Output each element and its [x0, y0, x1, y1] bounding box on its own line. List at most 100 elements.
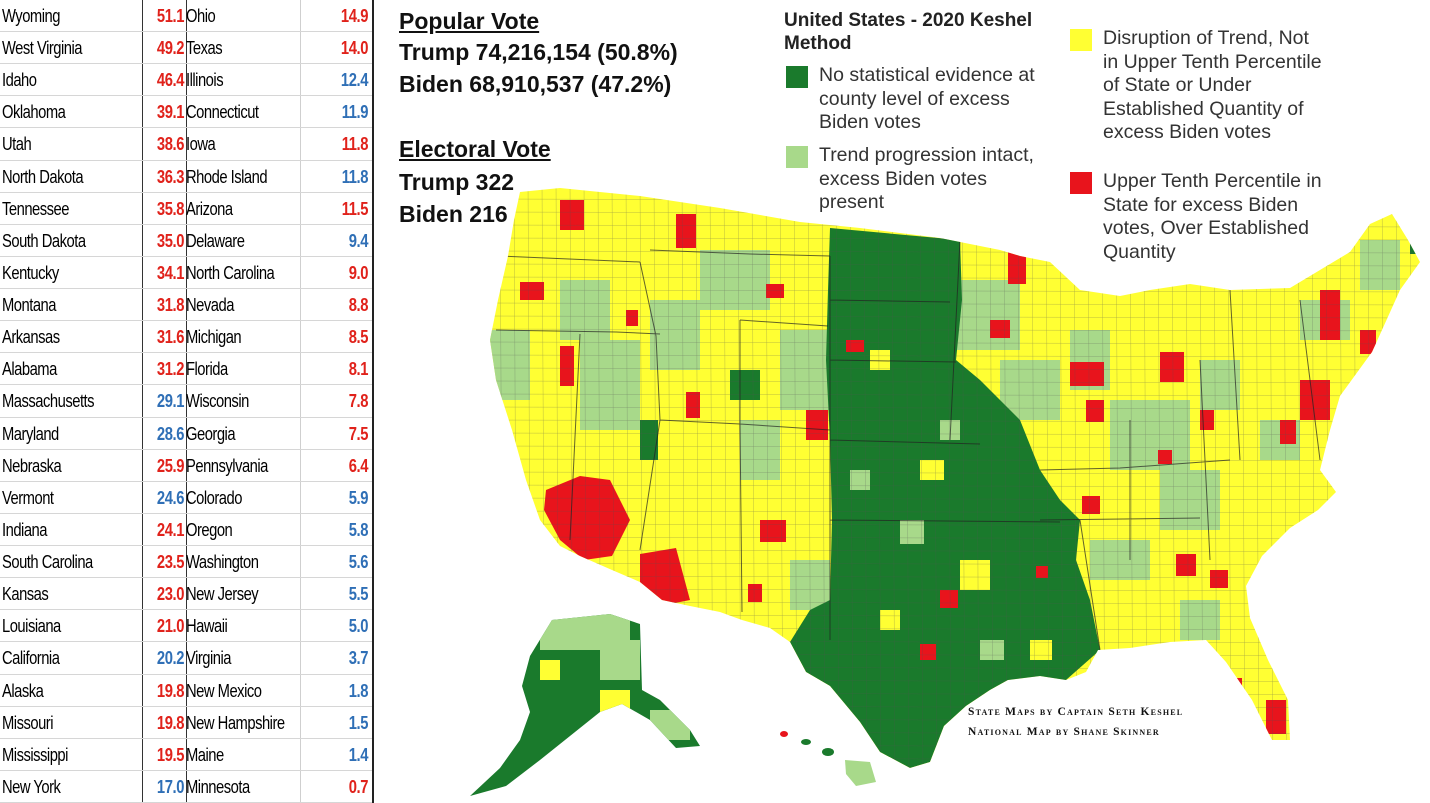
state-value: 5.6: [348, 552, 369, 573]
state-name: Utah: [2, 134, 32, 155]
state-value: 49.2: [156, 38, 185, 59]
state-name: Vermont: [2, 487, 54, 508]
legend-line: present: [819, 191, 885, 213]
state-name: Delaware: [186, 230, 245, 251]
electoral-vote-trump: Trump 322: [399, 169, 515, 195]
table-row: Indiana 24.1 Oregon 5.8: [0, 514, 372, 547]
state-name: Oregon: [186, 519, 233, 540]
state-name: Indiana: [2, 519, 47, 540]
state-value: 24.1: [156, 519, 185, 540]
table-row: Kansas 23.0 New Jersey 5.5: [0, 578, 372, 611]
state-name: Nebraska: [2, 455, 62, 476]
table-row: Kentucky 34.1 North Carolina 9.0: [0, 257, 372, 290]
state-value: 9.4: [348, 230, 369, 251]
table-row: New York 17.0 Minnesota 0.7: [0, 771, 372, 803]
state-name: Virginia: [186, 648, 232, 669]
popular-vote-biden: Biden 68,910,537 (47.2%): [399, 71, 672, 97]
state-name: Minnesota: [186, 776, 250, 797]
state-value: 19.5: [156, 744, 185, 765]
state-value: 19.8: [156, 680, 185, 701]
state-name: California: [2, 648, 60, 669]
legend-line: Established Quantity of: [1103, 97, 1304, 120]
state-name: Mississippi: [2, 744, 68, 765]
table-row: South Carolina 23.5 Washington 5.6: [0, 546, 372, 579]
state-value: 35.0: [156, 230, 185, 251]
state-value: 17.0: [156, 776, 185, 797]
state-name: Arkansas: [2, 327, 60, 348]
table-row: Mississippi 19.5 Maine 1.4: [0, 739, 372, 771]
table-row: North Dakota 36.3 Rhode Island 11.8: [0, 161, 372, 193]
legend-swatch-yellow: [1070, 29, 1092, 51]
state-name: Rhode Island: [186, 166, 268, 187]
state-value: 6.4: [348, 455, 369, 476]
state-name: South Carolina: [2, 552, 93, 573]
state-value: 8.5: [348, 327, 369, 348]
state-value: 35.8: [156, 198, 185, 219]
legend-line: excess Biden votes: [1103, 121, 1272, 143]
state-value: 51.1: [156, 6, 185, 26]
table-row: Arkansas 31.6 Michigan 8.5: [0, 321, 372, 354]
state-percentage-table: Wyoming 51.1 Ohio 14.9 West Virginia 49.2 Texa…: [0, 0, 374, 803]
state-value: 5.0: [348, 616, 369, 637]
table-row: Wyoming 51.1 Ohio 14.9: [0, 0, 372, 33]
state-value: 8.8: [348, 295, 369, 316]
legend-line: Upper Tenth Percentile in: [1103, 170, 1322, 192]
state-value: 7.5: [348, 423, 369, 444]
state-name: Georgia: [186, 423, 236, 444]
state-name: Pennsylvania: [186, 455, 268, 476]
table-row: Maryland 28.6 Georgia 7.5: [0, 418, 372, 450]
table-row: Massachusetts 29.1 Wisconsin 7.8: [0, 385, 372, 418]
popular-vote-trump: Trump 74,216,154 (50.8%): [399, 39, 678, 65]
state-name: Iowa: [186, 134, 216, 155]
state-name: New Jersey: [186, 584, 259, 605]
state-name: North Dakota: [2, 166, 84, 187]
legend-item-trend-intact: Trend progression intact, excess Biden vo…: [819, 144, 1034, 215]
state-name: Oklahoma: [2, 102, 66, 123]
state-value: 11.8: [341, 134, 369, 155]
table-row: California 20.2 Virginia 3.7: [0, 642, 372, 675]
state-name: Massachusetts: [2, 391, 95, 412]
state-name: Maryland: [2, 423, 59, 444]
state-value: 38.6: [156, 134, 185, 155]
state-name: Michigan: [186, 327, 242, 348]
state-value: 8.1: [348, 359, 369, 380]
state-name: Alabama: [2, 359, 57, 380]
legend-line: county level of excess: [819, 87, 1010, 110]
state-value: 29.1: [156, 391, 185, 412]
state-name: Tennessee: [2, 198, 69, 219]
state-value: 24.6: [156, 487, 185, 508]
state-name: Montana: [2, 295, 57, 316]
legend-swatch-light-green: [786, 146, 808, 168]
state-name: Wyoming: [2, 6, 60, 26]
popular-vote-heading: Popular Vote: [399, 8, 540, 34]
legend-line: Disruption of Trend, Not: [1103, 27, 1309, 49]
state-value: 46.4: [156, 70, 185, 91]
state-value: 36.3: [156, 166, 185, 187]
state-value: 28.6: [156, 423, 185, 444]
legend-line: Trend progression intact,: [819, 144, 1034, 166]
table-column-divider: [186, 0, 187, 803]
state-name: South Dakota: [2, 230, 86, 251]
table-row: Utah 38.6 Iowa 11.8: [0, 128, 372, 161]
state-value: 5.8: [348, 519, 369, 540]
state-value: 14.0: [340, 38, 369, 59]
state-value: 5.5: [348, 584, 369, 605]
legend-line: votes, Over Established: [1103, 217, 1309, 239]
alaska-region: [470, 614, 700, 796]
table-row: Louisiana 21.0 Hawaii 5.0: [0, 610, 372, 643]
table-row: Oklahoma 39.1 Connecticut 11.9: [0, 96, 372, 129]
state-name: New Hampshire: [186, 712, 285, 733]
state-name: Ohio: [186, 6, 216, 26]
state-name: Louisiana: [2, 616, 61, 637]
credit-state-maps: State Maps by Captain Seth Keshel: [968, 706, 1184, 718]
table-column-divider: [300, 0, 301, 803]
state-name: Missouri: [2, 712, 54, 733]
legend-title: United States - 2020 Keshel Method: [784, 10, 1033, 54]
table-row: South Dakota 35.0 Delaware 9.4: [0, 225, 372, 257]
legend-item-disruption: Disruption of Trend, Not in Upper Tenth P…: [1103, 27, 1322, 145]
state-name: Kentucky: [2, 262, 59, 283]
table-row: Alaska 19.8 New Mexico 1.8: [0, 675, 372, 707]
electoral-vote-heading: Electoral Vote: [399, 136, 551, 162]
state-value: 31.8: [156, 295, 185, 316]
legend-item-no-evidence: No statistical evidence at county level o…: [819, 64, 1035, 135]
